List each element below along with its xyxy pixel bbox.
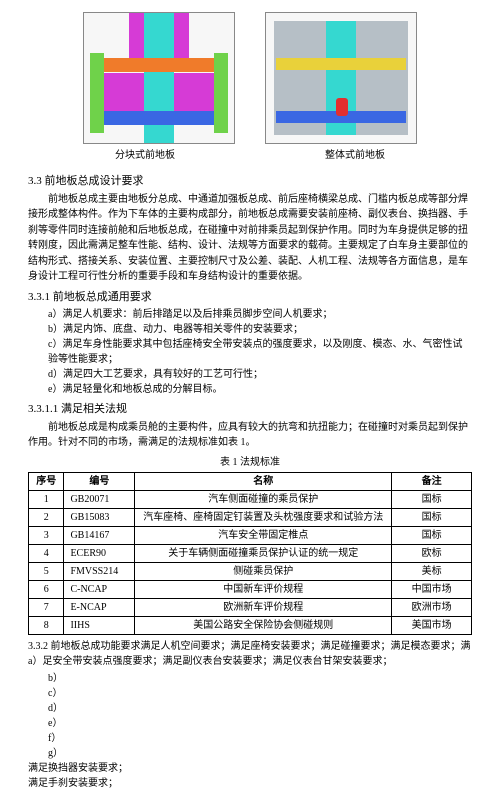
table-row: 3GB14167汽车安全带固定椎点国标 bbox=[29, 526, 472, 544]
item-331-e: e）满足轻量化和地板总成的分解目标。 bbox=[48, 382, 472, 397]
item-332-c: c） bbox=[48, 686, 472, 701]
figure-captions: 分块式前地板 整体式前地板 bbox=[28, 148, 472, 163]
th-code: 编号 bbox=[64, 472, 135, 490]
item-332-d: d） bbox=[48, 701, 472, 716]
table-caption: 表 1 法规标准 bbox=[28, 455, 472, 470]
standards-table: 序号 编号 名称 备注 1GB20071汽车侧面碰撞的乘员保护国标 2GB150… bbox=[28, 472, 472, 635]
table-row: 8IIHS美国公路安全保险协会侧碰规则美国市场 bbox=[29, 616, 472, 634]
caption-right: 整体式前地板 bbox=[280, 148, 430, 163]
heading-3-3-1-1: 3.3.1.1 满足相关法规 bbox=[28, 401, 472, 418]
item-332-b: b） bbox=[48, 671, 472, 686]
para-3-3-1-1: 前地板总成是构成乘员舱的主要构件，应具有较大的抗弯和抗扭能力；在碰撞时对乘员起到… bbox=[28, 420, 472, 451]
table-header-row: 序号 编号 名称 备注 bbox=[29, 472, 472, 490]
table-row: 2GB15083汽车座椅、座椅固定钉装置及头枕强度要求和试验方法国标 bbox=[29, 508, 472, 526]
table-row: 6C-NCAP中国新车评价规程中国市场 bbox=[29, 580, 472, 598]
th-note: 备注 bbox=[392, 472, 472, 490]
item-332-g: g） bbox=[48, 746, 472, 761]
heading-3-3: 3.3 前地板总成设计要求 bbox=[28, 173, 472, 190]
tail-line-1: 满足换挡器安装要求； bbox=[28, 761, 472, 776]
figure-right bbox=[265, 12, 417, 144]
item-331-c: c）满足车身性能要求其中包括座椅安全带安装点的强度要求，以及刚度、模态、水、气密… bbox=[48, 337, 472, 367]
th-name: 名称 bbox=[135, 472, 392, 490]
item-331-d: d）满足四大工艺要求，具有较好的工艺可行性； bbox=[48, 367, 472, 382]
heading-3-3-1: 3.3.1 前地板总成通用要求 bbox=[28, 289, 472, 306]
caption-left: 分块式前地板 bbox=[70, 148, 220, 163]
figure-row bbox=[28, 12, 472, 144]
para-3-3-2: 3.3.2 前地板总成功能要求满足人机空间要求；满足座椅安装要求；满足碰撞要求；… bbox=[28, 639, 472, 669]
item-331-b: b）满足内饰、底盘、动力、电器等相关零件的安装要求； bbox=[48, 322, 472, 337]
item-331-a: a）满足人机要求：前后排踏足以及后排乘员脚步空间人机要求； bbox=[48, 307, 472, 322]
table-row: 4ECER90关于车辆侧面碰撞乘员保护认证的统一规定欧标 bbox=[29, 544, 472, 562]
figure-left bbox=[83, 12, 235, 144]
item-332-f: f） bbox=[48, 731, 472, 746]
table-row: 7E-NCAP欧洲新车评价规程欧洲市场 bbox=[29, 598, 472, 616]
table-row: 1GB20071汽车侧面碰撞的乘员保护国标 bbox=[29, 490, 472, 508]
th-seq: 序号 bbox=[29, 472, 64, 490]
para-3-3: 前地板总成主要由地板分总成、中通道加强板总成、前后座椅横梁总成、门槛内板总成等部… bbox=[28, 192, 472, 285]
tail-line-2: 满足手刹安装要求； bbox=[28, 776, 472, 791]
table-row: 5FMVSS214侧碰乘员保护美标 bbox=[29, 562, 472, 580]
item-332-e: e） bbox=[48, 716, 472, 731]
